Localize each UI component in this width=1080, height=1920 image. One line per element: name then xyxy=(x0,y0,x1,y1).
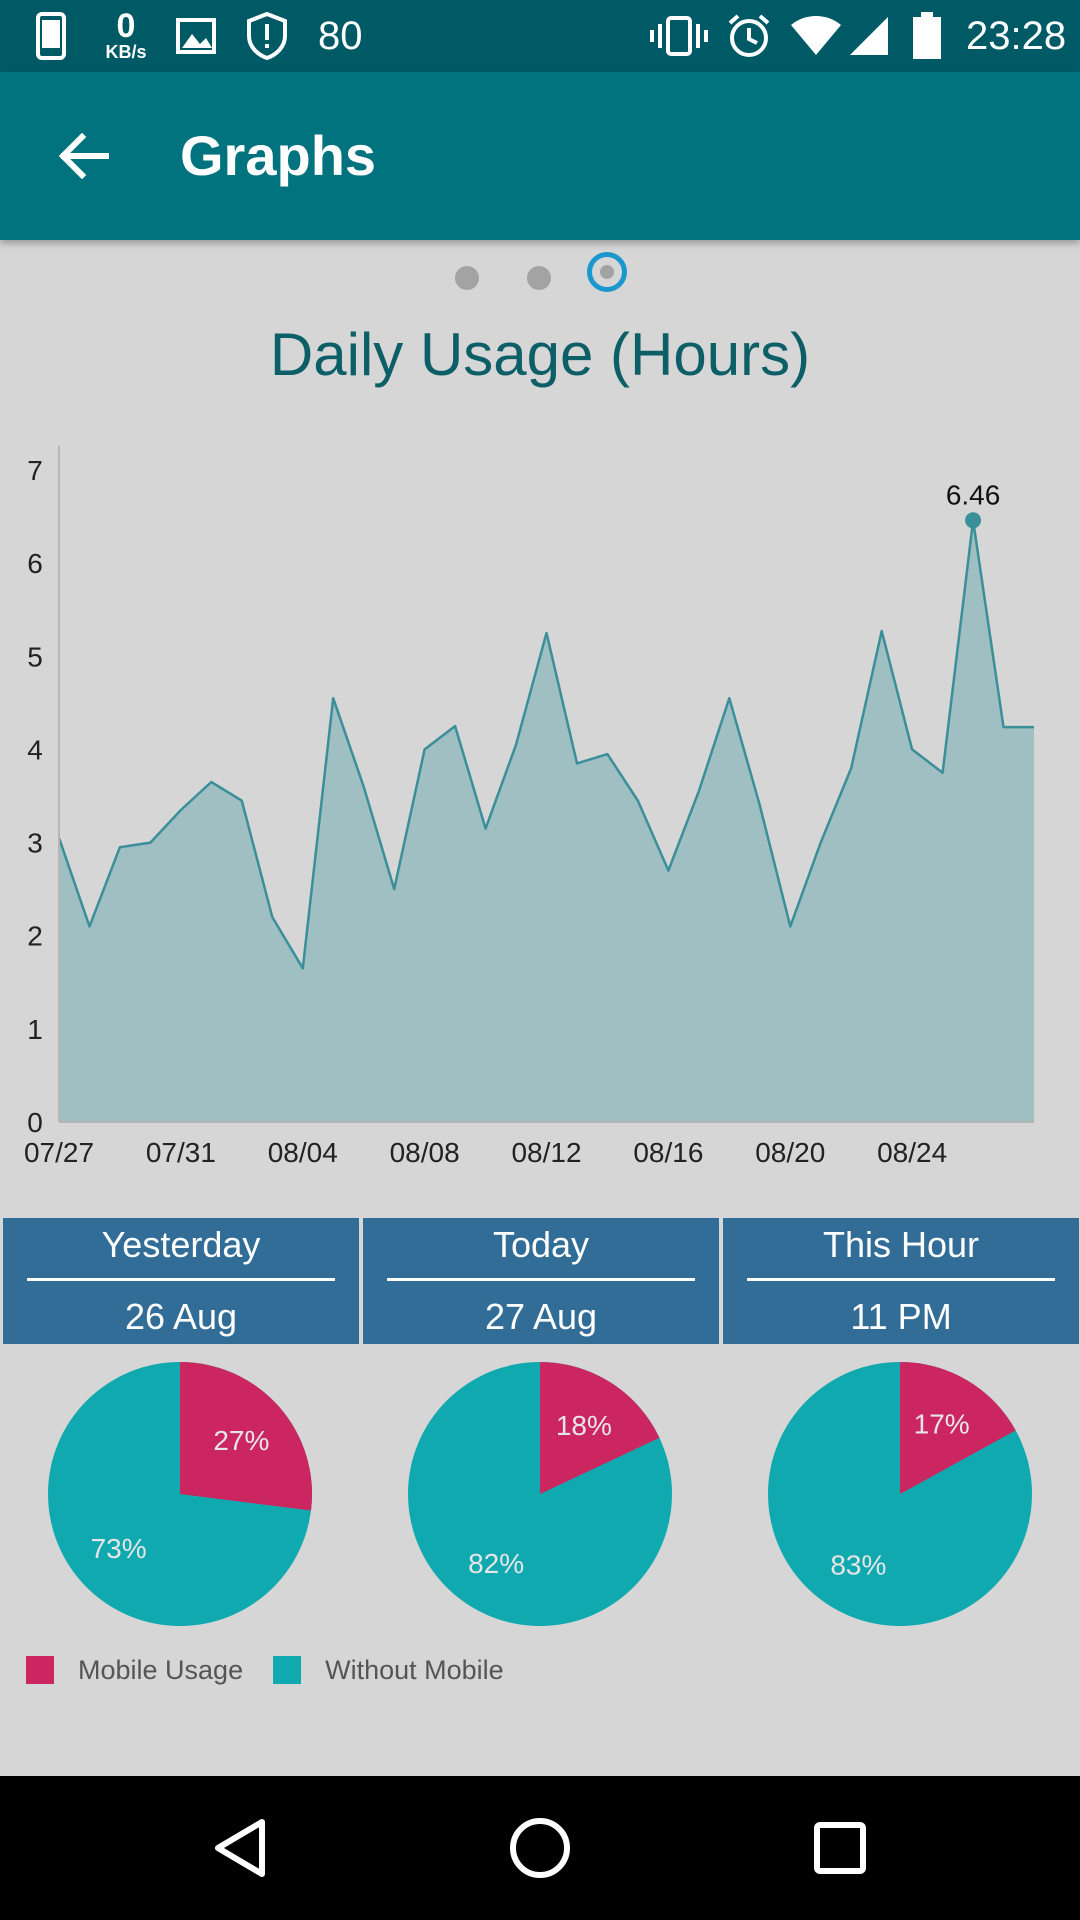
card-divider xyxy=(387,1278,695,1281)
pie-label-mobile: 27% xyxy=(213,1425,269,1456)
card-divider xyxy=(747,1278,1055,1281)
card-period: Yesterday xyxy=(101,1224,261,1265)
card-period: Today xyxy=(492,1224,590,1265)
legend-swatch-without xyxy=(273,1656,302,1684)
usage-series-line xyxy=(57,519,1034,970)
home-circle-icon[interactable] xyxy=(504,1812,576,1884)
y-tick-label: 1 xyxy=(27,1014,43,1045)
shield-number: 80 xyxy=(318,13,363,58)
pie-slice-mobile-usage xyxy=(900,1362,1016,1494)
card-date: 27 Aug xyxy=(484,1296,598,1337)
alarm-icon xyxy=(726,0,772,72)
x-tick-label: 07/31 xyxy=(146,1137,216,1168)
pie-legend: Mobile Usage Without Mobile xyxy=(26,1650,504,1690)
clock: 23:28 xyxy=(966,13,1067,58)
pie-slice-mobile-usage xyxy=(180,1362,313,1511)
net-speed-value: 0 xyxy=(116,7,136,45)
y-tick-label: 0 xyxy=(27,1107,43,1138)
peak-point[interactable] xyxy=(965,512,982,529)
page-indicator xyxy=(0,250,1080,302)
x-tick-label: 08/24 xyxy=(877,1137,947,1168)
pie-chart-yesterday: 27% 73% xyxy=(48,1362,313,1626)
phone-icon xyxy=(36,0,66,72)
daily-usage-chart: 0 1 2 3 4 5 6 7 07/27 07/31 08/04 08/08 08/12 08/16 08… xyxy=(24,446,1034,1168)
navigation-bar xyxy=(0,1776,1080,1920)
image-icon xyxy=(176,0,216,72)
pie-label-mobile: 17% xyxy=(914,1409,970,1440)
page-dot-3-active[interactable] xyxy=(587,252,627,292)
page-dot-1[interactable] xyxy=(455,266,479,290)
pie-chart-today: 18% 82% xyxy=(408,1362,672,1626)
chart-title: Daily Usage (Hours) xyxy=(269,321,811,388)
x-tick-label: 08/12 xyxy=(511,1137,581,1168)
card-date: 26 Aug xyxy=(124,1296,238,1337)
shield-icon xyxy=(246,0,288,72)
pie-label-without: 83% xyxy=(830,1549,886,1580)
x-tick-label: 08/16 xyxy=(633,1137,703,1168)
legend-label-without: Without Mobile xyxy=(325,1654,504,1685)
card-divider xyxy=(27,1278,335,1281)
y-tick-label: 2 xyxy=(27,921,43,952)
pie-slice-mobile-usage xyxy=(540,1362,660,1494)
peak-value-label: 6.46 xyxy=(946,479,1001,510)
usage-area-fill xyxy=(59,520,1034,1122)
x-tick-label: 08/08 xyxy=(390,1137,460,1168)
wifi-icon xyxy=(790,0,842,72)
summary-card-yesterday: Yesterday 26 Aug xyxy=(3,1218,359,1344)
y-tick-label: 6 xyxy=(27,548,43,579)
summary-card-this-hour: This Hour 11 PM xyxy=(723,1218,1079,1344)
signal-icon xyxy=(848,0,890,72)
summary-card-today: Today 27 Aug xyxy=(363,1218,719,1344)
y-tick-label: 4 xyxy=(27,734,43,765)
recents-square-icon[interactable] xyxy=(804,1812,876,1884)
pie-label-without: 73% xyxy=(91,1533,147,1564)
status-bar: 0 KB/s 80 23:28 xyxy=(0,0,1080,72)
battery-icon xyxy=(912,0,942,72)
legend-label-mobile: Mobile Usage xyxy=(78,1654,244,1685)
page-title: Graphs xyxy=(180,124,377,187)
y-tick-label: 5 xyxy=(27,641,43,672)
x-tick-label: 08/04 xyxy=(268,1137,338,1168)
x-tick-label: 08/20 xyxy=(755,1137,825,1168)
net-speed-unit: KB/s xyxy=(105,42,147,62)
back-triangle-icon[interactable] xyxy=(204,1812,276,1884)
app-bar: Graphs xyxy=(0,72,1080,240)
net-speed: 0 KB/s xyxy=(96,0,156,72)
y-tick-label: 7 xyxy=(27,455,43,486)
arrow-back-icon[interactable] xyxy=(52,124,116,188)
legend-swatch-mobile xyxy=(26,1656,54,1684)
pie-chart-this-hour: 17% 83% xyxy=(768,1362,1032,1626)
x-tick-label: 07/27 xyxy=(24,1137,94,1168)
card-period: This Hour xyxy=(822,1224,980,1265)
pie-label-mobile: 18% xyxy=(556,1410,612,1441)
y-tick-label: 3 xyxy=(27,828,43,859)
card-date: 11 PM xyxy=(850,1296,952,1337)
vibrate-icon xyxy=(650,0,708,72)
pie-label-without: 82% xyxy=(468,1548,524,1579)
page-dot-2[interactable] xyxy=(527,266,551,290)
